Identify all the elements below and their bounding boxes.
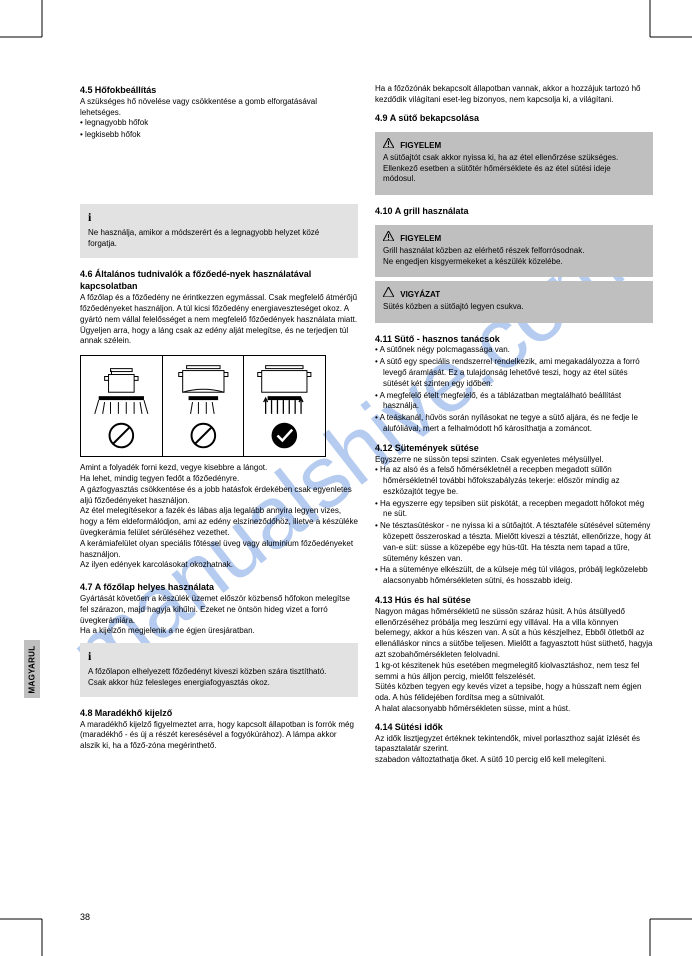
sec-4-12-head: 4.12 Sütemények sütése (375, 442, 653, 455)
sec-4-5-p1: A szükséges hő növelése vagy csökkentése… (80, 97, 358, 119)
sec-4-12-list: Ha az alsó és a felső hőmérsékletnél a r… (375, 465, 653, 587)
pot-wrong-2 (163, 356, 245, 456)
sec-4-8-p1: A maradékhő kijelző figyelmeztet arra, h… (80, 720, 358, 752)
pot-diagram (80, 355, 326, 457)
sec-4-11-head: 4.11 Sütő - hasznos tanácsok (375, 333, 653, 346)
sec-4-6b-p4: Az étel melegítésekor a fazék és lábas a… (80, 506, 358, 538)
sec-4-14-p2: szabadon változtathatja őket. A sütő 10 … (375, 755, 653, 766)
info-box-1: i Ne használja, amikor a módszerért és a… (80, 204, 358, 258)
page-number: 38 (80, 912, 90, 922)
sec-4-14-head: 4.14 Sütési idők (375, 721, 653, 734)
sec-4-11-list: A sütőnek négy polcmagassága van. A sütő… (375, 345, 653, 434)
sec-4-9-head: 4.9 A sütő bekapcsolása (375, 112, 653, 125)
sec-4-7-p2: Ha a kijelzőn megjelenik a ne égjen üres… (80, 626, 358, 637)
info-icon: i (88, 210, 102, 225)
sec-4-13-p3: Sütés közben tegyen egy kevés vizet a te… (375, 682, 653, 704)
sec-4-6-head: 4.6 Általános tudnivalók a főzőedé-nyek … (80, 268, 358, 294)
language-tab-label: MAGYARUL (28, 645, 37, 693)
sec-4-5-list: legnagyobb hőfok legkisebb hőfok (80, 118, 358, 141)
page-content: 4.5 Hőfokbeállítás A szükséges hő növelé… (50, 40, 642, 916)
info-box-2: i A főzőlapon elhelyezett főzőedényt kiv… (80, 643, 358, 697)
sec-4-12-p1: Egyszerre ne süssön tepsi szinten. Csak … (375, 455, 653, 466)
info-icon: i (88, 649, 102, 664)
sec-4-13-head: 4.13 Hús és hal sütése (375, 594, 653, 607)
language-tab: MAGYARUL (24, 640, 40, 698)
sec-4-6b-p3: A gázfogyasztás csökkentése és a jobb ha… (80, 485, 358, 507)
left-column: 4.5 Hőfokbeállítás A szükséges hő növelé… (80, 40, 358, 752)
sec-4-6-p2: Ügyeljen arra, hogy a láng csak az edény… (80, 326, 358, 348)
sec-4-14-p1: Az idők lisztjegyzet értéknek tekintendő… (375, 734, 653, 756)
warning-icon (383, 231, 394, 241)
warning-box-2: FIGYELEM Grill használat közben az elérh… (375, 225, 653, 277)
pot-wrong-1 (81, 356, 163, 456)
sec-4-6b-p6: Az ilyen edények karcolásokat okozhatnak… (80, 560, 358, 571)
sec-4-13-p1: Nagyon mágas hőmérsékletű ne süssön szár… (375, 607, 653, 661)
sec-4-6b-p1: Amint a folyadék forni kezd, vegye kiseb… (80, 463, 358, 474)
caution-box-1: VIGYÁZAT Sütés közben a sütőajtó legyen … (375, 281, 653, 322)
right-intro: Ha a főzőzónák bekapcsolt állapotban van… (375, 84, 653, 106)
sec-4-6b-p5: A kerámiafelület olyan speciális főtésse… (80, 539, 358, 561)
sec-4-7-p1: Gyártását követően a készülék üzemet elő… (80, 594, 358, 626)
caution-icon (383, 287, 394, 297)
warning-icon (383, 138, 394, 148)
sec-4-5-head: 4.5 Hőfokbeállítás (80, 84, 358, 97)
sec-4-8-head: 4.8 Maradékhő kijelző (80, 707, 358, 720)
sec-4-10-head: 4.10 A grill használata (375, 205, 653, 218)
sec-4-13-p2: 1 kg-ot készitenek hús esetében megmeleg… (375, 661, 653, 683)
sec-4-7-head: 4.7 A főzőlap helyes használata (80, 581, 358, 594)
pot-correct (244, 356, 325, 456)
sec-4-6b-p2: Ha lehet, mindig tegyen fedőt a főzőedén… (80, 474, 358, 485)
sec-4-6-p1: A főzőlap és a főzőedény ne érintkezzen … (80, 293, 358, 325)
sec-4-13-p4: A halat alacsonyabb hőmérsékleten süsse,… (375, 704, 653, 715)
right-column: Ha a főzőzónák bekapcsolt állapotban van… (375, 40, 653, 766)
warning-box-1: FIGYELEM A sütőajtót csak akkor nyissa k… (375, 132, 653, 194)
